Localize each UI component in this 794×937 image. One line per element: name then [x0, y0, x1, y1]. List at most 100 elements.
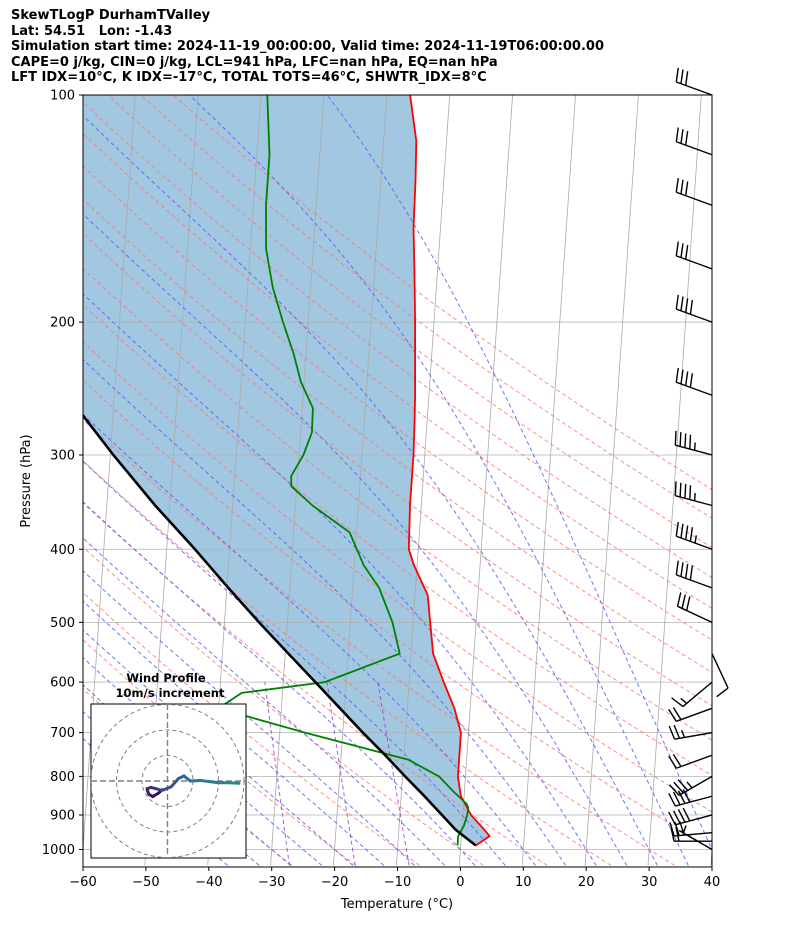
wind-barb: [678, 825, 713, 851]
wind-barb-flag: [680, 562, 684, 577]
x-tick-label: −40: [195, 875, 222, 890]
moist-adiabat-line: [83, 501, 476, 866]
wind-barb: [668, 754, 713, 769]
wind-barb-flag: [716, 687, 729, 698]
isotherm-line: [458, 95, 514, 866]
wind-barb: [675, 367, 713, 396]
x-axis-label: Temperature (°C): [340, 897, 453, 912]
y-tick-label: 1000: [42, 843, 75, 858]
wind-barb-shaft: [676, 381, 713, 396]
moist-adiabats: [83, 95, 712, 866]
wind-barb-flag: [668, 755, 677, 769]
wind-barb-flag: [684, 433, 687, 448]
chart-header: SkewTLogP DurhamTValley Lat: 54.51 Lon: …: [11, 8, 604, 86]
wind-barb-flag: [675, 560, 679, 575]
wind-barb-flag: [680, 369, 684, 385]
wind-barb: [675, 241, 713, 270]
cape-line: CAPE=0 j/kg, CIN=0 j/kg, LCL=941 hPa, LF…: [11, 54, 498, 70]
wind-barb-flag: [672, 810, 681, 824]
wind-barb-shaft: [682, 681, 713, 708]
wind-barb-flag: [674, 430, 677, 446]
wind-barb-half-flag: [694, 535, 698, 544]
wind-barb: [676, 592, 713, 624]
wind-barb-flag: [672, 791, 681, 806]
wind-barb-flag: [668, 708, 677, 722]
hodograph-title: Wind Profile: [126, 671, 206, 685]
chart-title: SkewTLogP DurhamTValley: [11, 8, 211, 23]
wind-barb-shaft: [678, 775, 713, 796]
wind-barb-flag: [680, 69, 684, 84]
hodograph-plot: [91, 704, 246, 858]
x-axis-ticks: −60 −50 −40 −30 −20 −10 0 10 20 30 40: [69, 867, 720, 890]
wind-barb-shaft: [675, 814, 713, 826]
dry-adiabat-line: [107, 95, 712, 549]
wind-barb: [668, 807, 713, 826]
y-axis-ticks: 1000 900 800 700 600 500 400 300 200 100: [42, 89, 83, 858]
y-tick-label: 600: [50, 676, 75, 691]
x-tick-label: −60: [69, 875, 96, 890]
wind-barb-flag: [675, 177, 679, 193]
wind-barb: [675, 127, 713, 156]
wind-barb-flag: [669, 822, 675, 837]
x-tick-label: 30: [641, 875, 658, 890]
dry-adiabat-line: [83, 460, 612, 866]
wind-barb: [675, 177, 713, 206]
wind-barb: [675, 521, 713, 550]
wind-barb-flag: [679, 482, 682, 497]
wind-barb-half-flag: [693, 442, 696, 451]
moist-adiabat-line: [83, 358, 567, 866]
wind-barb-flag: [684, 483, 687, 499]
wind-barb: [675, 560, 713, 589]
profile-lines: [83, 95, 491, 847]
hodograph-trace-segment: [227, 781, 241, 785]
wind-barb-flag: [680, 243, 684, 258]
wind-barb-flag: [675, 67, 679, 83]
moist-adiabat-line: [83, 657, 323, 866]
wind-barb-flag: [684, 563, 689, 579]
moist-adiabat-line: [83, 293, 597, 866]
wind-barb-flag: [673, 724, 681, 739]
wind-barb-shaft: [676, 574, 713, 589]
temperature-line: [407, 95, 491, 847]
isotherm-line: [333, 95, 388, 866]
wind-barb: [675, 67, 713, 96]
isotherm-line: [710, 843, 712, 866]
hodograph-trace-segment: [169, 776, 180, 789]
wind-barb: [674, 481, 713, 507]
wind-barb-flag: [681, 594, 686, 609]
wind-barb-flag: [668, 793, 676, 807]
wind-barb-flag: [672, 707, 682, 721]
wind-barb-flag: [668, 725, 676, 740]
wind-barb: [668, 724, 713, 740]
wind-barb-flag: [668, 784, 680, 796]
wind-barb-flag: [689, 373, 694, 388]
wind-barb-half-flag: [693, 492, 696, 501]
wind-barb-flag: [684, 371, 689, 386]
wind-barb-flag: [674, 481, 677, 496]
wind-barb-shaft: [676, 707, 713, 722]
moist-adiabat-line: [83, 600, 385, 866]
hodograph-trace-segment: [199, 778, 220, 785]
wind-barb-shaft: [676, 191, 713, 206]
wind-barb-flag: [675, 521, 679, 537]
x-tick-label: 10: [515, 875, 532, 890]
dry-adiabat-line: [83, 232, 712, 707]
wind-barb-flag: [675, 294, 679, 310]
wind-barb-shaft: [674, 731, 713, 740]
wind-barb: [675, 294, 713, 323]
y-tick-label: 500: [50, 616, 75, 631]
x-tick-label: −10: [384, 875, 411, 890]
wind-barbs: [668, 67, 729, 851]
y-tick-label: 300: [50, 448, 75, 463]
dry-adiabat-line: [83, 267, 712, 741]
moist-adiabat-line: [189, 95, 689, 866]
wind-barb-flag: [677, 779, 689, 791]
wind-barb-flag: [684, 525, 689, 540]
dewpoint-line: [217, 95, 470, 846]
hodograph-inset: Wind Profile 10m/s increment: [90, 671, 247, 859]
hodograph-subtitle: 10m/s increment: [116, 686, 225, 700]
wind-barb-shaft: [674, 831, 713, 837]
wind-barb-flag: [689, 485, 692, 500]
wind-barb-flag: [675, 827, 680, 842]
